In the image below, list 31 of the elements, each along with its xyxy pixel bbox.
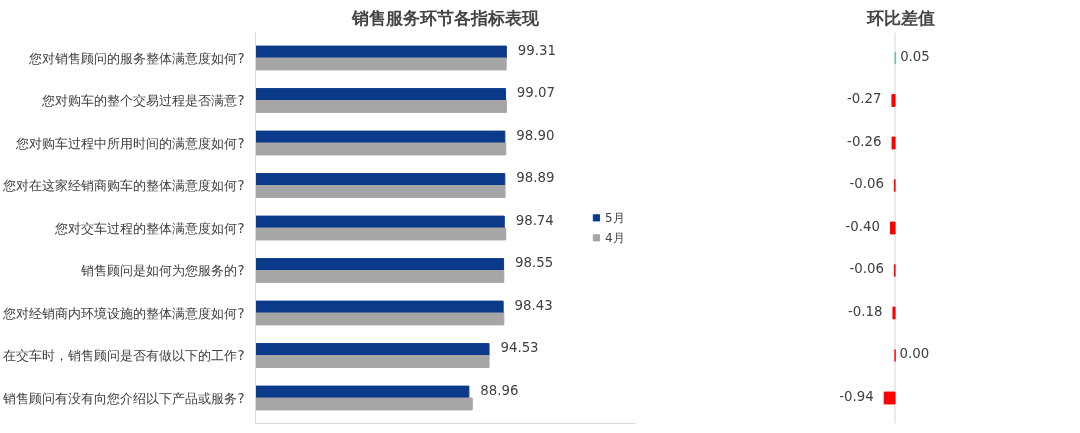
- data-label: -0.40: [845, 218, 880, 234]
- data-label: -0.18: [848, 303, 883, 319]
- data-label: 98.55: [514, 255, 554, 271]
- y-tick-label: 销售顾问有没有向您介绍以下产品或服务?: [2, 390, 245, 406]
- data-label: -0.27: [846, 91, 882, 107]
- y-tick-label: 销售顾问是如何为您服务的?: [80, 263, 245, 278]
- data-label: -0.06: [849, 176, 884, 192]
- data-label: -0.26: [847, 133, 882, 149]
- chart-title: 环比差值: [865, 7, 935, 28]
- chart-title: 销售服务环节各指标表现: [351, 7, 540, 28]
- data-label: 98.43: [514, 297, 553, 313]
- y-tick-label: 您对销售顾问的服务整体满意度如何?: [28, 50, 245, 66]
- data-label: 98.74: [515, 212, 554, 228]
- data-label: 98.90: [516, 127, 555, 143]
- data-label: 99.31: [517, 42, 556, 58]
- y-tick-label: 您对经销商内环境设施的整体满意度如何?: [2, 305, 245, 321]
- legend-label: 4月: [605, 229, 625, 246]
- legend-label: 5月: [605, 209, 625, 226]
- data-label: 0.00: [899, 346, 930, 362]
- y-tick-label: 您对在这家经销商购车的整体满意度如何?: [2, 178, 245, 193]
- y-tick-label: 您对购车过程中所用时间的满意度如何?: [15, 135, 245, 151]
- data-label: 99.07: [516, 85, 556, 101]
- data-label: 98.89: [516, 170, 555, 186]
- data-label: -0.94: [839, 388, 874, 404]
- y-tick-label: 您对交车过程的整体满意度如何?: [54, 220, 245, 236]
- data-label: 0.05: [900, 48, 930, 64]
- data-label: 94.53: [500, 340, 539, 356]
- y-tick-label: 在交车时，销售顾问是否有做以下的工作?: [3, 348, 245, 363]
- data-label: -0.06: [849, 261, 884, 277]
- data-label: 88.96: [480, 382, 519, 398]
- y-tick-label: 您对购车的整个交易过程是否满意?: [41, 93, 245, 108]
